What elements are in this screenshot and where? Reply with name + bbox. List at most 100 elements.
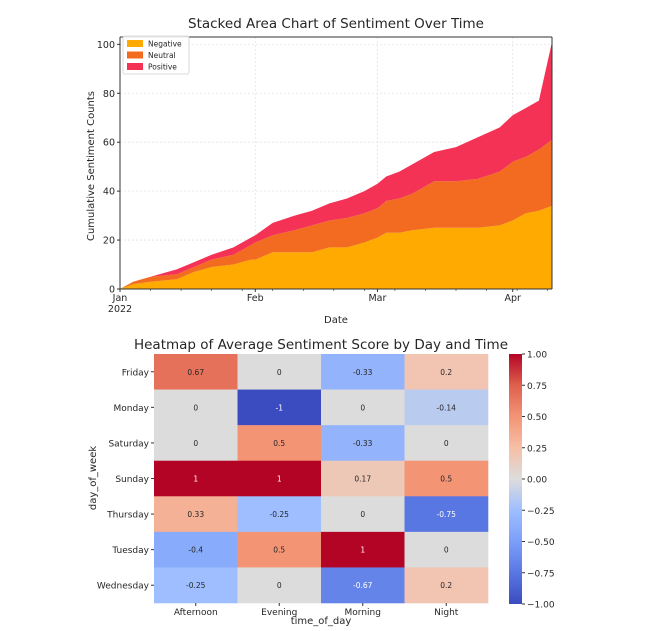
stacked-area-chart: Stacked Area Chart of Sentiment Over Tim… (86, 16, 553, 326)
area-y-axis-label: Cumulative Sentiment Counts (86, 91, 97, 241)
colorbar-tick-label: 0.75 (527, 382, 547, 392)
area-positive (120, 41, 552, 290)
area-axes (119, 36, 553, 290)
heatmap-cell (404, 460, 489, 497)
heatmap-cell-label: 0.5 (273, 439, 285, 448)
x-tick-label: Mar (368, 293, 386, 304)
heatmap-cell (237, 389, 322, 426)
heatmap-cell-label: 0.2 (440, 581, 452, 590)
area-chart-title: Stacked Area Chart of Sentiment Over Tim… (188, 16, 484, 32)
heatmap-cell-label: 0 (193, 439, 198, 448)
y-tick-label: 20 (103, 236, 115, 247)
legend-label: Negative (148, 40, 182, 49)
area-x-axis-label: Date (324, 315, 348, 326)
heatmap-row-label: Wednesday (97, 582, 150, 592)
legend-label: Neutral (148, 51, 176, 60)
colorbar-ticks: 1.00 0.75 0.50 0.25 0.00 −0.25 −0.50 −0.75 −1.00 (522, 351, 555, 611)
heatmap-cell-label: -0.4 (188, 546, 203, 555)
heatmap-cell-label: 1 (277, 475, 282, 484)
heatmap-cell (404, 567, 489, 604)
y-tick-label: 100 (97, 40, 115, 51)
heatmap-cell-label: 0.5 (440, 475, 452, 484)
heatmap-ticks: Friday Monday Saturday Sunday Thursday Tuesda… (97, 368, 459, 618)
heatmap-cell-label: 0.33 (187, 510, 204, 519)
heatmap-cell (237, 531, 322, 568)
heatmap-column-label: Night (434, 608, 459, 618)
colorbar-tick-label: −0.75 (527, 569, 555, 579)
area-legend: Negative Neutral Positive (122, 35, 190, 75)
legend-swatch (127, 63, 143, 70)
heatmap-cell-label: -0.75 (437, 510, 457, 519)
heatmap-cell-label: 0.17 (354, 475, 371, 484)
legend-swatch (127, 51, 143, 59)
heatmap-column-label: Evening (261, 608, 297, 618)
heatmap-cell (154, 531, 238, 568)
heatmap-cell-label: -0.25 (270, 510, 290, 519)
heatmap-cell-label: -0.67 (353, 581, 373, 590)
heatmap-cell (321, 425, 405, 462)
legend-swatch (127, 40, 143, 47)
heatmap-cell (321, 460, 405, 497)
x-tick-label: 2022 (108, 304, 132, 315)
heatmap-cell-label: 0 (444, 439, 449, 448)
heatmap-cell-label: -1 (276, 403, 284, 412)
heatmap-cell (237, 496, 322, 533)
heatmap-column-label: Morning (345, 608, 381, 618)
heatmap-cell (154, 389, 238, 426)
heatmap-cell (321, 354, 405, 390)
heatmap-cell-label: -0.14 (437, 403, 457, 412)
heatmap-cell (321, 496, 405, 533)
heatmap-cell-label: 1 (360, 546, 365, 555)
heatmap-y-axis-label: day_of_week (88, 446, 99, 511)
colorbar-tick-label: 0.00 (527, 476, 547, 486)
area-neutral (120, 139, 552, 289)
heatmap-cell-label: 0.2 (440, 368, 452, 377)
y-tick-label: 0 (109, 285, 115, 296)
heatmap-cell (237, 425, 322, 462)
heatmap-cell-label: 0 (277, 581, 282, 590)
colorbar-tick-label: −0.50 (527, 538, 555, 548)
heatmap-cell (154, 567, 238, 604)
heatmap-cell (404, 531, 489, 568)
heatmap-cell (404, 389, 489, 426)
y-tick-label: 80 (103, 89, 115, 100)
heatmap-cell-label: 0 (360, 510, 365, 519)
colorbar-tick-label: −0.25 (527, 507, 555, 517)
heatmap-row-label: Tuesday (111, 546, 149, 556)
heatmap-cell (154, 496, 238, 533)
heatmap-cell-label: 1 (193, 475, 198, 484)
heatmap-cell (404, 354, 489, 390)
heatmap-cell-label: 0 (193, 403, 198, 412)
heatmap-row-label: Friday (122, 368, 150, 378)
heatmap-cell-label: -0.33 (353, 368, 373, 377)
x-tick-label: Jan (112, 293, 128, 304)
heatmap-cell (321, 531, 405, 568)
heatmap-cell (237, 567, 322, 604)
heatmap-cell (154, 425, 238, 462)
x-tick-label: Apr (505, 293, 522, 304)
heatmap-cells: 0.67 0 -0.33 0.2 0 -1 0 -0.14 0 0.5 -0.33 0 1 1 0.17 0.… (154, 354, 489, 604)
colorbar-gradient (509, 354, 522, 604)
colorbar-tick-label: 1.00 (527, 351, 547, 361)
heatmap-cell-label: -0.25 (186, 581, 206, 590)
heatmap-cell (237, 460, 322, 497)
heatmap-cell (321, 389, 405, 426)
heatmap-row-label: Thursday (106, 511, 150, 521)
heatmap-cell-label: -0.33 (353, 439, 373, 448)
heatmap-row-label: Monday (113, 404, 149, 414)
heatmap-column-label: Afternoon (174, 608, 218, 618)
area-fills (120, 41, 552, 290)
heatmap-cell (404, 425, 489, 462)
heatmap-cell-label: 0.67 (187, 368, 204, 377)
heatmap-cell (154, 354, 238, 390)
heatmap-cell (154, 460, 238, 497)
y-tick-label: 40 (103, 187, 115, 198)
heatmap-title: Heatmap of Average Sentiment Score by Da… (134, 337, 508, 353)
colorbar-tick-label: 0.25 (527, 444, 547, 454)
heatmap-cell-label: 0 (277, 368, 282, 377)
heatmap-x-axis-label: time_of_day (291, 616, 352, 627)
colorbar: 1.00 0.75 0.50 0.25 0.00 −0.25 −0.50 −0.75 −1.00 (509, 351, 555, 611)
y-tick-label: 60 (103, 138, 115, 149)
heatmap-cell (321, 567, 405, 604)
